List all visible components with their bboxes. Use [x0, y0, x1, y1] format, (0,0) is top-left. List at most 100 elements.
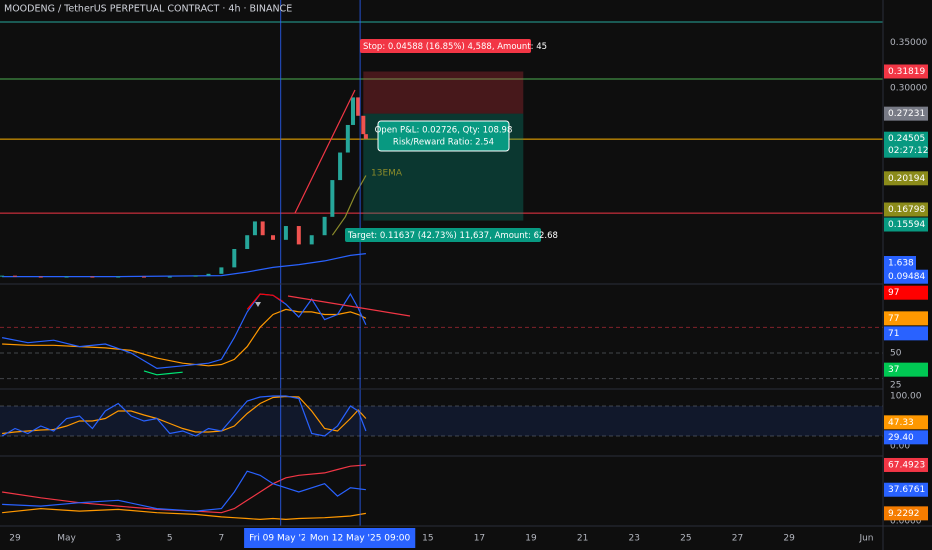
candle — [116, 276, 121, 278]
price-label: 37 — [888, 365, 899, 375]
divergence-line — [287, 295, 411, 317]
pnl-label-bg — [377, 120, 510, 152]
candle — [350, 97, 355, 125]
candle — [167, 276, 172, 278]
volume-label-bg — [884, 256, 916, 270]
price-label: 67.4923 — [888, 460, 925, 470]
indicator-line — [1, 395, 367, 437]
price-label-bg — [884, 311, 928, 326]
band — [0, 406, 883, 436]
y-tick-label: 0.35000 — [890, 38, 927, 48]
price-label-bg — [884, 362, 928, 377]
price-label-bg — [884, 482, 928, 497]
stop-label-bg — [360, 39, 531, 53]
x-tick-label: 23 — [629, 534, 640, 544]
target-label: Target: 0.11637 (42.73%) 11,637, Amount:… — [347, 231, 558, 241]
price-label: 0.27231 — [888, 109, 925, 119]
chart-title: MOODENG / TetherUS PERPETUAL CONTRACT · … — [4, 4, 292, 15]
x-tick-label: 27 — [732, 534, 743, 544]
y-tick-label: 0.30000 — [890, 84, 927, 94]
price-label-bg — [884, 326, 928, 341]
indicator-line — [2, 464, 366, 514]
candle — [283, 226, 288, 240]
candle — [141, 276, 146, 278]
price-label-bg — [884, 269, 928, 284]
x-tick-label: Jun — [858, 534, 873, 544]
price-label: 47.33 — [888, 418, 914, 428]
price-label-bg — [884, 131, 928, 158]
candle — [330, 180, 335, 217]
crosshair-label-bg — [304, 528, 416, 548]
price-label-bg — [884, 202, 928, 217]
position-labels: Stop: 0.04588 (16.85%) 4,588, Amount: 45… — [345, 39, 558, 242]
crosshair-label: Fri 09 May '25 — [249, 534, 312, 544]
x-tick-label: 29 — [9, 534, 21, 544]
candle — [206, 273, 211, 276]
candle — [232, 249, 237, 268]
price-label-bg — [884, 171, 928, 186]
candle — [219, 267, 224, 274]
y-tick-label: 50 — [890, 348, 902, 358]
crosshair-label: Mon 12 May '25 09:00 — [310, 534, 411, 544]
candle — [38, 276, 43, 278]
price-label-bg — [884, 457, 928, 472]
candle — [356, 97, 361, 116]
price-label-bg — [884, 217, 928, 232]
candle — [12, 275, 17, 277]
price-label-bg — [884, 285, 928, 300]
price-label-bg — [884, 415, 928, 430]
price-label: 0.24505 — [888, 134, 925, 144]
x-tick-label: 17 — [474, 534, 485, 544]
signal-marker — [255, 302, 261, 307]
indicator-line — [143, 370, 183, 376]
x-tick-label: 15 — [422, 534, 433, 544]
price-label-bg — [884, 106, 928, 121]
candle — [260, 221, 265, 236]
trend-line — [294, 89, 356, 214]
x-tick-label: 3 — [115, 534, 121, 544]
candle — [0, 275, 5, 277]
candle — [296, 226, 301, 245]
indicator-line — [2, 395, 367, 435]
candle — [252, 221, 257, 236]
price-label: 0.09484 — [888, 272, 925, 282]
price-label-bg — [884, 430, 928, 445]
x-tick-label: 19 — [525, 534, 537, 544]
indicator-line — [331, 175, 367, 236]
ema-label: 13EMA — [371, 169, 403, 179]
price-label: 0.20194 — [888, 174, 925, 184]
price-label: 29.40 — [888, 433, 914, 443]
indicator-line — [2, 470, 366, 512]
price-label: 0.15594 — [888, 220, 925, 230]
price-label: 0.16798 — [888, 205, 925, 215]
indicator-line — [2, 507, 366, 521]
y-tick-label: 100.00 — [890, 392, 922, 402]
indicator-line — [2, 253, 366, 278]
x-tick-label: 7 — [219, 534, 225, 544]
price-label: 77 — [888, 314, 899, 324]
x-tick-label: 25 — [680, 534, 691, 544]
price-label: 9.2292 — [888, 509, 920, 519]
price-label: 0.31819 — [888, 67, 925, 77]
candle — [64, 276, 69, 278]
price-label-bg — [884, 64, 928, 79]
stop-zone — [363, 71, 524, 114]
indicator-line — [2, 308, 367, 367]
y-tick-label: 25 — [890, 381, 901, 391]
rr-label: Risk/Reward Ratio: 2.54 — [393, 138, 494, 148]
target-label-bg — [345, 228, 541, 242]
candle — [193, 275, 198, 277]
volume-label: 1.638 — [888, 259, 914, 269]
y-tick-label: 0.00 — [890, 442, 910, 452]
price-label: 37.6761 — [888, 485, 925, 495]
x-tick-label: May — [57, 534, 76, 544]
price-label: 71 — [888, 329, 899, 339]
candle — [363, 134, 368, 139]
indicator-line — [246, 293, 284, 310]
x-tick-label: 5 — [167, 534, 173, 544]
price-label-bg — [884, 506, 928, 521]
x-tick-label: 21 — [577, 534, 588, 544]
indicator-line — [1, 292, 367, 370]
